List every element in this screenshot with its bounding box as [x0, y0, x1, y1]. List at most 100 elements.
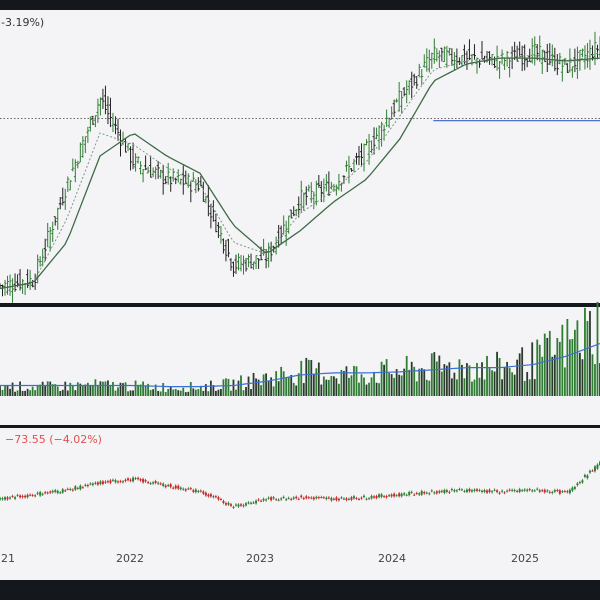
indicator-candle — [1, 498, 4, 500]
indicator-candle — [553, 490, 556, 492]
volume-bar — [34, 390, 37, 396]
indicator-candle — [162, 483, 165, 486]
indicator-candle — [405, 494, 408, 496]
volume-bar — [526, 371, 529, 396]
volume-bar — [217, 389, 220, 396]
indicator-candle — [164, 485, 167, 488]
volume-bar — [287, 376, 290, 396]
indicator-candle — [127, 478, 130, 481]
volume-bar — [66, 390, 69, 396]
time-axis-tick-label: 2022 — [116, 552, 144, 565]
volume-bar — [21, 390, 24, 396]
indicator-candle — [518, 489, 521, 492]
volume-bar — [433, 352, 436, 396]
indicator-candle — [475, 489, 478, 491]
indicator-candle — [526, 489, 529, 491]
volume-bar — [305, 357, 308, 396]
indicator-candle — [56, 490, 59, 494]
indicator-candle — [393, 493, 396, 497]
volume-bar — [147, 383, 150, 396]
volume-layer — [0, 301, 600, 396]
indicator-candle — [360, 497, 363, 499]
indicator-candle — [335, 497, 338, 501]
volume-bar — [415, 381, 418, 396]
volume-bar — [458, 359, 461, 396]
indicator-candle — [400, 493, 403, 497]
volume-bar — [596, 301, 599, 396]
indicator-candle — [450, 489, 453, 491]
indicator-candle — [543, 489, 546, 493]
indicator-candle — [265, 499, 268, 501]
volume-bar — [194, 389, 197, 396]
volume-bar — [325, 379, 328, 396]
indicator-candle — [468, 488, 471, 492]
indicator-candle — [237, 504, 240, 507]
indicator-candle — [257, 499, 260, 501]
volume-bar — [486, 355, 488, 396]
indicator-candle — [563, 491, 566, 493]
indicator-candle — [433, 492, 436, 494]
indicator-candle — [142, 479, 145, 483]
volume-bar — [31, 386, 34, 396]
indicator-candle — [116, 481, 119, 483]
volume-bar — [493, 371, 496, 396]
volume-bar — [536, 339, 539, 396]
indicator-candle — [486, 490, 489, 493]
volume-bar — [245, 387, 247, 396]
indicator-candle — [59, 492, 62, 494]
axis-layer: 21 2022 2023 2024 2025 — [1, 552, 539, 565]
indicator-candle — [516, 490, 519, 492]
indicator-candle — [147, 482, 150, 484]
indicator-candle — [242, 505, 245, 507]
indicator-candle — [307, 497, 310, 499]
volume-bar — [541, 356, 544, 396]
indicator-candle — [561, 491, 564, 493]
indicator-candle — [305, 496, 308, 499]
volume-bar — [461, 364, 463, 396]
indicator-candle — [588, 470, 591, 473]
indicator-candle — [373, 496, 376, 498]
indicator-candle — [66, 488, 69, 490]
volume-bar — [581, 359, 584, 396]
indicator-candle — [546, 490, 549, 492]
indicator-candle — [179, 487, 182, 490]
indicator-candle — [320, 497, 323, 499]
volume-bar — [152, 389, 155, 396]
indicator-candle — [548, 491, 551, 493]
indicator-candle — [435, 491, 438, 494]
volume-bar — [408, 369, 411, 396]
indicator-candle — [36, 492, 39, 494]
indicator-candle — [240, 504, 243, 506]
volume-bar — [566, 318, 569, 396]
indicator-candle — [24, 495, 27, 498]
indicator-candle — [184, 489, 187, 491]
volume-bar — [450, 378, 453, 396]
volume-bar — [139, 384, 142, 396]
indicator-candle — [315, 496, 318, 499]
volume-bar — [579, 352, 581, 396]
volume-bar — [51, 384, 54, 396]
volume-bar — [383, 364, 386, 396]
volume-bar — [169, 386, 172, 396]
volume-bar — [235, 389, 237, 396]
indicator-candle — [29, 494, 32, 496]
volume-bar — [109, 385, 112, 396]
volume-bar — [403, 368, 406, 396]
volume-bar — [511, 372, 514, 396]
volume-bar — [443, 364, 446, 396]
volume-bar — [277, 381, 280, 396]
indicator-candle — [111, 479, 114, 481]
indicator-candle — [521, 490, 524, 492]
indicator-candle — [300, 495, 303, 498]
indicator-candle — [478, 489, 481, 491]
indicator-candle — [292, 497, 295, 499]
volume-bar — [488, 367, 491, 396]
volume-bar — [230, 390, 232, 396]
indicator-candle — [342, 498, 345, 500]
volume-bar — [4, 385, 6, 396]
price-layer — [0, 31, 600, 303]
indicator-candle — [267, 497, 270, 499]
indicator-candle — [591, 470, 594, 472]
indicator-candle — [365, 498, 368, 500]
